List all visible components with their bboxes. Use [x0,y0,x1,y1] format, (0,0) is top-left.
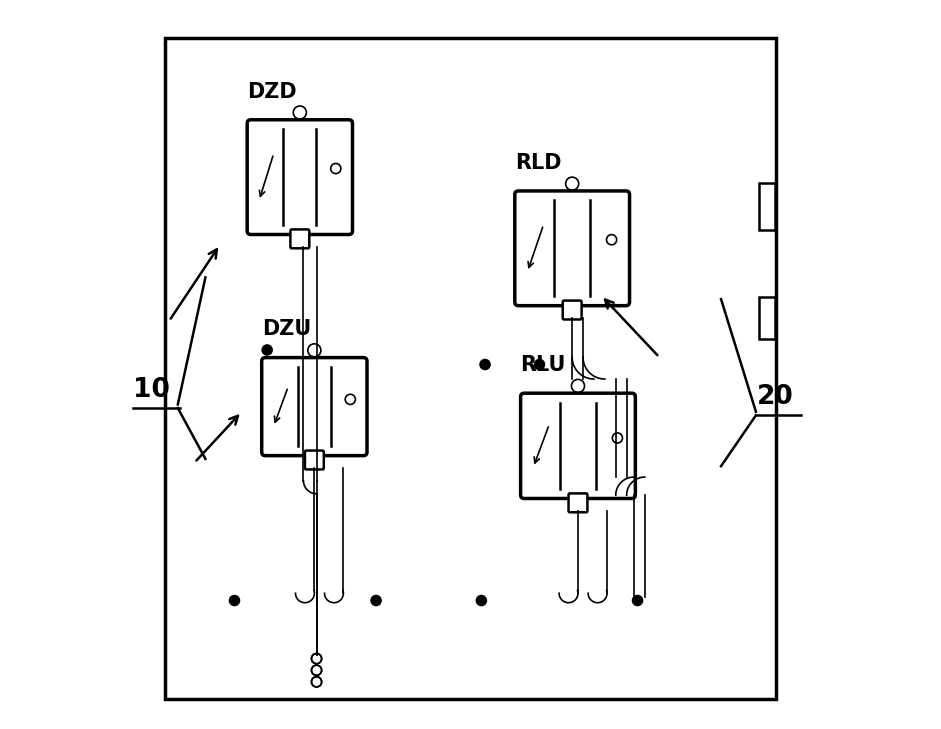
FancyBboxPatch shape [515,191,630,305]
Text: DZU: DZU [262,319,311,340]
FancyBboxPatch shape [563,300,582,319]
Text: DZD: DZD [247,82,296,101]
FancyBboxPatch shape [520,393,635,499]
FancyBboxPatch shape [568,494,587,512]
Bar [166,38,775,698]
FancyBboxPatch shape [305,451,324,469]
Bar [758,183,774,230]
FancyBboxPatch shape [291,230,310,249]
Circle shape [476,596,486,606]
FancyBboxPatch shape [247,120,353,235]
Circle shape [230,596,240,606]
Circle shape [371,596,381,606]
Bar [459,52,761,687]
Text: RLU: RLU [520,355,566,375]
Circle shape [534,359,545,370]
Circle shape [632,596,643,606]
Circle shape [263,345,272,355]
Text: 10: 10 [133,377,169,403]
FancyBboxPatch shape [262,358,367,456]
Bar [180,52,459,687]
Circle shape [480,359,490,370]
Bar [758,297,774,339]
Text: RLD: RLD [515,153,561,173]
Text: 20: 20 [758,384,794,410]
